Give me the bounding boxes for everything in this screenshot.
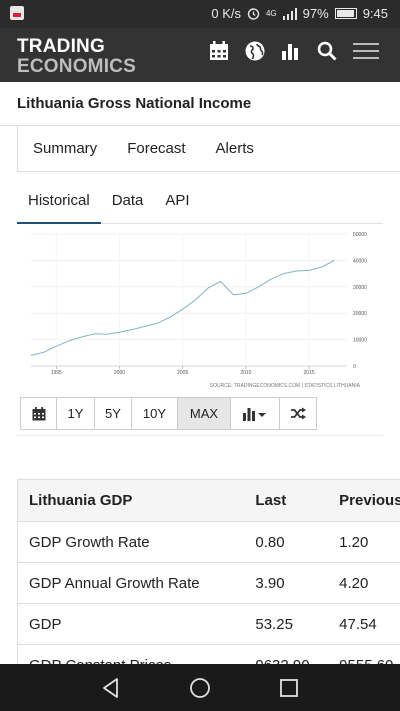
row-indicator-name[interactable]: GDP Growth Rate bbox=[29, 533, 150, 551]
row-previous-value: 4.20 bbox=[339, 574, 369, 592]
header-previous: Previous bbox=[339, 492, 400, 509]
calendar-icon[interactable] bbox=[208, 40, 230, 62]
chart-svg: 0 10000 20000 30000 40000 50000 1995 2000 2005 20… bbox=[17, 224, 383, 394]
row-indicator-name[interactable]: GDP Annual Growth Rate bbox=[29, 574, 200, 592]
range-5y-button[interactable]: 5Y bbox=[94, 397, 132, 430]
logo-line2: ECONOMICS bbox=[17, 56, 136, 77]
logo-line1: TRADING bbox=[17, 36, 105, 57]
app-header: TRADING ECONOMICS bbox=[0, 28, 400, 82]
system-navigation-bar bbox=[0, 664, 400, 711]
chart-background bbox=[17, 224, 383, 394]
status-time: 9:45 bbox=[362, 6, 388, 21]
signal-label: 4G bbox=[265, 9, 277, 18]
chart-source-label: SOURCE: TRADINGECONOMICS.COM | STATISTIC… bbox=[210, 383, 361, 389]
x-tick-label: 2015 bbox=[304, 370, 315, 376]
range-divider bbox=[17, 435, 383, 436]
app-notification-icon bbox=[10, 6, 24, 20]
x-tick-label: 2010 bbox=[240, 370, 251, 376]
chart-type-button[interactable] bbox=[230, 397, 280, 430]
table-row[interactable]: GDP 53.25 47.54 bbox=[18, 604, 400, 645]
table-row[interactable]: GDP Growth Rate 0.80 1.20 bbox=[18, 522, 400, 563]
battery-icon bbox=[334, 8, 357, 19]
bar-chart-dropdown-icon bbox=[243, 407, 267, 421]
tab-data[interactable]: Data bbox=[111, 192, 144, 209]
main-tabs: Summary Forecast Alerts bbox=[17, 126, 400, 172]
row-last-value: 0.80 bbox=[255, 533, 285, 551]
x-tick-label: 1995 bbox=[51, 370, 62, 376]
y-tick-label: 10000 bbox=[353, 338, 367, 344]
page-title-bar: Lithuania Gross National Income bbox=[0, 82, 400, 126]
home-icon[interactable] bbox=[188, 676, 212, 700]
compare-button[interactable] bbox=[279, 397, 317, 430]
y-tick-label: 50000 bbox=[353, 232, 367, 238]
row-indicator-name[interactable]: GDP bbox=[29, 615, 62, 633]
header-last: Last bbox=[255, 492, 287, 509]
globe-icon[interactable] bbox=[244, 40, 266, 62]
status-indicators: 0 K/s 4G 97% 9:45 bbox=[211, 6, 388, 21]
historical-chart[interactable]: 0 10000 20000 30000 40000 50000 1995 2000 2005 20… bbox=[17, 224, 383, 394]
back-icon[interactable] bbox=[99, 676, 123, 700]
range-max-button[interactable]: MAX bbox=[177, 397, 231, 430]
bar-chart-icon[interactable] bbox=[280, 40, 302, 62]
tab-summary[interactable]: Summary bbox=[33, 140, 98, 157]
table-header: Lithuania GDP Last Previous bbox=[18, 480, 400, 522]
series-line bbox=[30, 259, 335, 356]
sub-tabs: Historical Data API bbox=[17, 180, 383, 224]
range-1y-button[interactable]: 1Y bbox=[56, 397, 95, 430]
network-speed: 0 K/s bbox=[211, 6, 241, 21]
tab-forecast[interactable]: Forecast bbox=[127, 140, 186, 157]
row-previous-value: 47.54 bbox=[339, 615, 377, 633]
x-tick-label: 2005 bbox=[177, 370, 188, 376]
calendar-icon bbox=[32, 406, 46, 421]
battery-percent: 97% bbox=[302, 6, 329, 21]
table-row[interactable]: GDP Annual Growth Rate 3.90 4.20 bbox=[18, 563, 400, 604]
row-last-value: 3.90 bbox=[255, 574, 285, 592]
y-tick-label: 0 bbox=[353, 364, 356, 370]
alarm-icon bbox=[247, 8, 260, 20]
y-tick-label: 20000 bbox=[353, 311, 367, 317]
tab-api[interactable]: API bbox=[165, 192, 190, 209]
x-tick-label: 2000 bbox=[114, 370, 125, 376]
tab-historical[interactable]: Historical bbox=[17, 180, 101, 224]
header-icons bbox=[208, 40, 380, 62]
range-calendar-button[interactable] bbox=[20, 397, 57, 430]
row-last-value: 53.25 bbox=[255, 615, 293, 633]
signal-strength-icon bbox=[282, 7, 297, 20]
y-tick-label: 30000 bbox=[353, 285, 367, 291]
tab-alerts[interactable]: Alerts bbox=[215, 140, 254, 157]
page-title: Lithuania Gross National Income bbox=[17, 95, 252, 112]
shuffle-icon bbox=[290, 407, 306, 420]
range-buttons: 1Y 5Y 10Y MAX bbox=[20, 397, 317, 430]
y-tick-label: 40000 bbox=[353, 258, 367, 264]
related-indicators-table: Lithuania GDP Last Previous GDP Growth R… bbox=[17, 479, 400, 686]
row-previous-value: 1.20 bbox=[339, 533, 369, 551]
status-bar: 0 K/s 4G 97% 9:45 bbox=[0, 0, 400, 28]
header-indicator: Lithuania GDP bbox=[29, 492, 133, 509]
trading-economics-logo[interactable]: TRADING ECONOMICS bbox=[17, 37, 136, 77]
menu-icon[interactable] bbox=[352, 40, 380, 62]
range-10y-button[interactable]: 10Y bbox=[131, 397, 178, 430]
search-icon[interactable] bbox=[316, 40, 338, 62]
recents-icon[interactable] bbox=[277, 676, 301, 700]
